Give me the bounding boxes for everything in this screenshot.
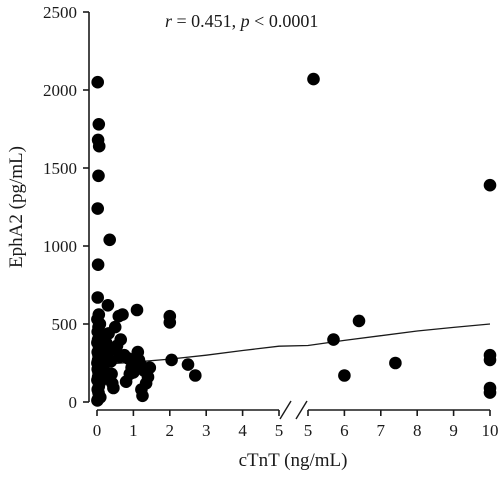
stat-value: < 0.0001 [250, 11, 319, 31]
data-point [91, 202, 104, 215]
data-point [163, 316, 177, 329]
y-tick-label: 2500 [43, 3, 77, 22]
data-point [91, 75, 104, 89]
data-point [327, 333, 340, 346]
x-tick-label: 7 [377, 421, 386, 440]
x-tick-label: 6 [340, 421, 349, 440]
regression-line [96, 323, 491, 366]
stat-value: = 0.451, [172, 11, 241, 31]
axis-break-slash-right [295, 400, 308, 420]
y-tick-label: 0 [69, 393, 78, 412]
stat-symbol: p [239, 11, 250, 31]
x-tick-label: 5 [304, 421, 313, 440]
x-tick-label: 0 [93, 421, 102, 440]
stat-annotation: r = 0.451, p < 0.0001 [165, 11, 318, 31]
data-point [181, 358, 195, 371]
data-point [107, 381, 120, 395]
x-tick-label: 4 [238, 421, 247, 440]
data-point [103, 233, 116, 247]
data-points [91, 72, 497, 407]
axis-break-slash-left [279, 400, 292, 420]
data-point [116, 308, 129, 321]
x-tick-label: 9 [449, 421, 458, 440]
data-point [165, 353, 178, 367]
data-point [136, 389, 149, 403]
data-point [389, 356, 402, 370]
data-point [483, 386, 497, 399]
x-tick-label: 2 [166, 421, 175, 440]
data-point [92, 169, 105, 183]
data-point [92, 139, 106, 153]
x-axis-title: cTnT (ng/mL) [239, 450, 348, 471]
data-point [94, 391, 107, 404]
data-point [189, 369, 202, 382]
axes [83, 11, 491, 420]
data-point [101, 299, 115, 312]
x-tick-label: 5 [275, 421, 284, 440]
regression-line-group [96, 323, 491, 366]
x-tick-label: 8 [413, 421, 422, 440]
data-point [483, 178, 497, 192]
data-point [483, 353, 497, 367]
data-point [108, 320, 122, 334]
data-point [91, 291, 104, 304]
data-point [307, 72, 320, 86]
x-tick-label: 10 [482, 421, 499, 440]
y-tick-label: 2000 [43, 81, 77, 100]
data-point [91, 258, 105, 272]
y-axis-title: EphA2 (pg/mL) [6, 146, 27, 268]
data-point [338, 369, 351, 382]
y-tick-label: 1500 [43, 159, 77, 178]
data-point [114, 333, 127, 346]
x-tick-label: 3 [202, 421, 211, 440]
axis-labels: 0 500 1000 1500 2000 2500 0 1 2 3 4 5 5 6 7 8 9 10 cTnT (n… [6, 3, 499, 471]
data-point [130, 303, 144, 317]
data-point [105, 367, 118, 381]
y-tick-label: 500 [52, 315, 78, 334]
stat-symbol: r [165, 11, 173, 31]
y-tick-label: 1000 [43, 237, 77, 256]
data-point [352, 314, 366, 328]
data-point [143, 361, 157, 375]
x-tick-label: 1 [129, 421, 138, 440]
data-point [92, 118, 106, 131]
